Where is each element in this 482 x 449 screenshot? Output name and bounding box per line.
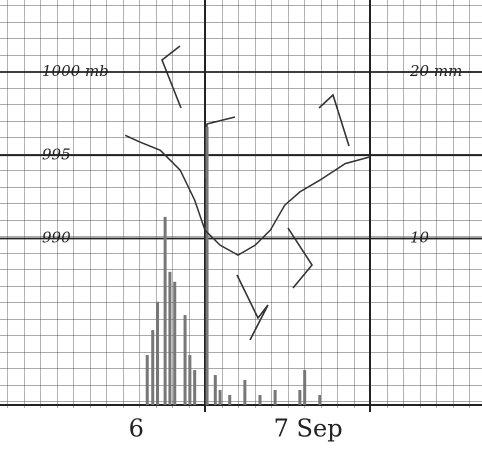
y-tick-label: 990 [42,229,71,247]
y2-tick-label: 20 mm [409,62,462,80]
wind-barb [287,227,313,289]
rain-bar [243,380,247,405]
rain-bar [303,370,307,405]
x-tick-label: 7 Sep [274,415,343,443]
rain-bar [273,390,277,405]
rain-bar [213,375,217,405]
pressure-line [124,134,371,256]
rain-bar [145,355,149,405]
wind-barb [318,93,350,147]
x-tick-label: 6 [129,415,144,443]
rain-bar [258,395,262,405]
rain-bar [205,126,209,405]
rain-bar [298,390,302,405]
y-tick-label: 1000 mb [42,62,109,80]
rain-bar [156,301,160,405]
rain-bar [151,330,155,405]
rain-bar [218,390,222,405]
rain-bar [188,355,192,405]
wind-barb [161,45,182,109]
rain-bar [173,281,177,405]
y-tick-label: 995 [42,145,71,163]
rain-bar [163,216,167,405]
rain-bar [228,395,232,405]
rain-bar [183,315,187,405]
rain-bar [193,370,197,405]
wind-barb [236,274,269,341]
rain-bar [318,395,322,405]
y2-tick-label: 10 [410,229,430,247]
rain-bar [168,271,172,405]
graph-paper [0,0,482,408]
